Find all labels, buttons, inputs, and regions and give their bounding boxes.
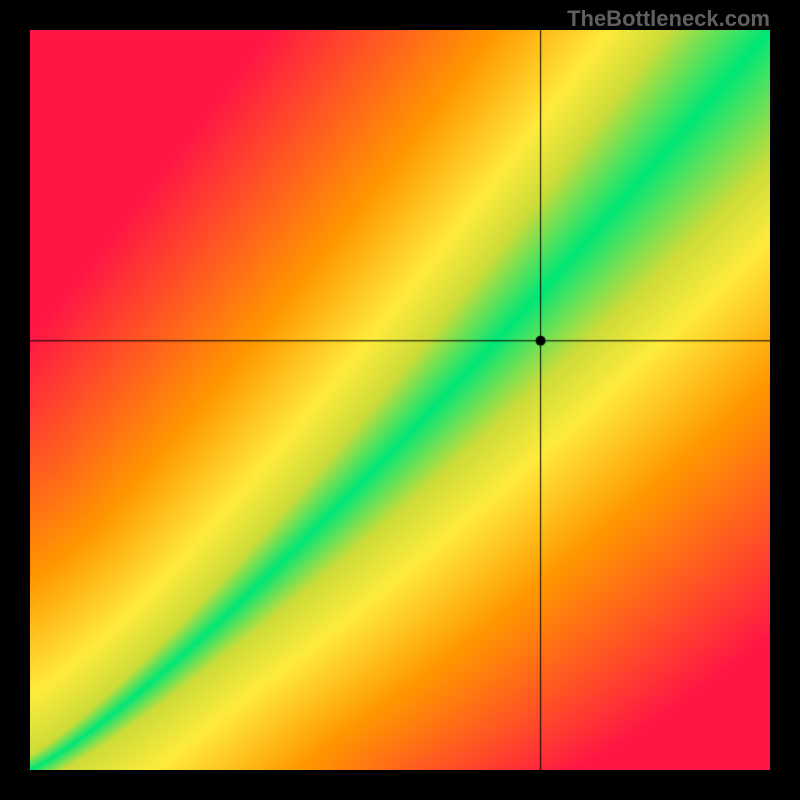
bottleneck-heatmap [30,30,770,770]
heatmap-canvas [30,30,770,770]
watermark-text: TheBottleneck.com [567,6,770,32]
